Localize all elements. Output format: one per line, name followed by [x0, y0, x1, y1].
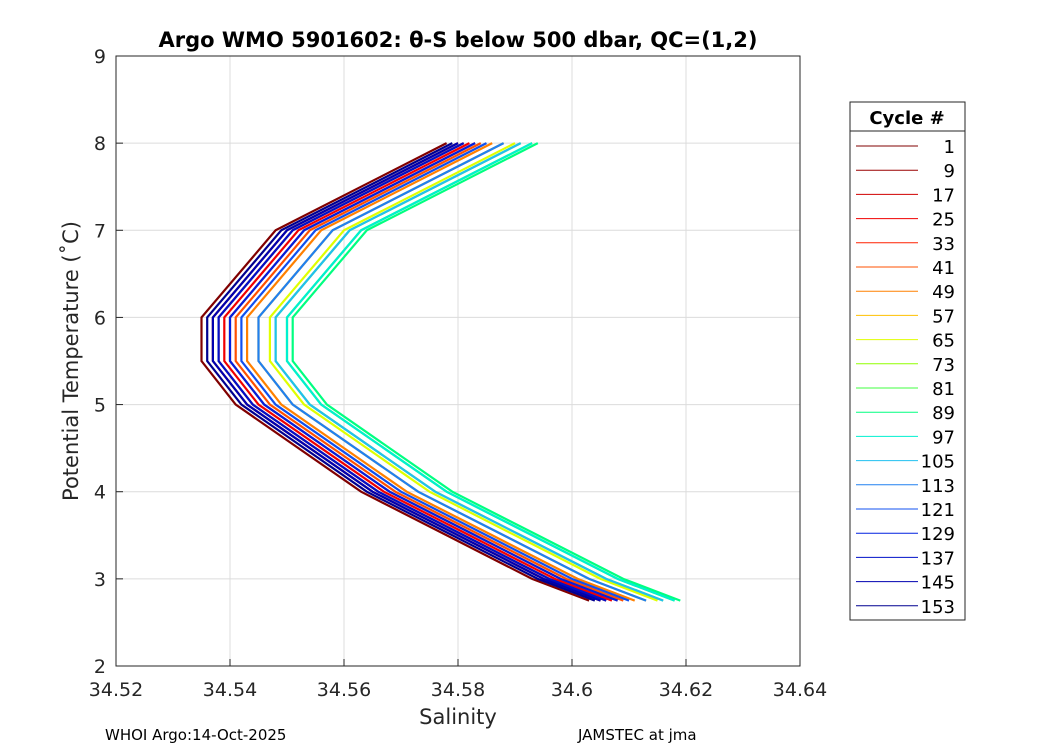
x-tick-label: 34.64	[773, 679, 827, 701]
series-line-cycle-41	[234, 142, 624, 602]
series-line-cycle-65	[268, 142, 658, 602]
series-line-cycle-17	[217, 142, 607, 602]
footer-left: WHOI Argo:14-Oct-2025	[105, 726, 287, 744]
ticks: 34.52 34.54 34.56 34.58 34.6 34.62 34.64 2 3 4 5 6 7…	[89, 46, 827, 701]
series-line-cycle-153	[206, 142, 596, 602]
y-tick-label: 5	[94, 395, 106, 417]
series-line-cycle-105	[274, 142, 664, 602]
legend: Cycle # 1 9 17 25 33 41 49 57 65 73 81 89 97 105 113 12…	[849, 101, 966, 621]
y-tick-label: 6	[94, 307, 106, 329]
series-line-cycle-145	[211, 142, 601, 602]
series-line-cycle-9	[211, 142, 601, 602]
series-line-cycle-113	[257, 142, 647, 602]
series-line-cycle-89	[291, 142, 681, 602]
legend-label-137: 137	[921, 548, 955, 569]
legend-label-81: 81	[932, 379, 955, 400]
y-axis-label: Potential Temperature (˚C)	[59, 221, 83, 501]
y-tick-label: 9	[94, 46, 106, 68]
series-line-cycle-49	[246, 142, 636, 602]
x-tick-label: 34.56	[317, 679, 371, 701]
series-line-cycle-1	[200, 142, 590, 602]
y-tick-label: 4	[94, 482, 106, 504]
x-tick-label: 34.6	[551, 679, 593, 701]
legend-label-1: 1	[944, 137, 955, 158]
y-tick-label: 3	[94, 569, 106, 591]
legend-label-25: 25	[932, 210, 955, 231]
series-line-cycle-129	[228, 142, 618, 602]
series-line-cycle-97	[285, 142, 675, 602]
legend-label-49: 49	[932, 282, 955, 303]
x-axis-label: Salinity	[419, 705, 497, 729]
legend-label-17: 17	[932, 185, 955, 206]
legend-label-145: 145	[921, 573, 955, 594]
legend-label-73: 73	[932, 355, 955, 376]
series-line-cycle-137	[217, 142, 607, 602]
y-tick-label: 7	[94, 220, 106, 242]
legend-label-41: 41	[932, 258, 955, 279]
legend-label-153: 153	[921, 597, 955, 618]
legend-label-89: 89	[932, 403, 955, 424]
legend-title: Cycle #	[869, 108, 944, 129]
x-tick-label: 34.52	[89, 679, 143, 701]
legend-label-121: 121	[921, 500, 955, 521]
x-tick-label: 34.62	[659, 679, 713, 701]
series-line-cycle-25	[223, 142, 613, 602]
legend-label-113: 113	[921, 476, 955, 497]
footer-right: JAMSTEC at jma	[578, 726, 697, 744]
y-tick-label: 2	[94, 656, 106, 678]
series-line-cycle-121	[240, 142, 630, 602]
legend-label-105: 105	[921, 452, 955, 473]
series-lines	[200, 142, 681, 602]
legend-label-129: 129	[921, 524, 955, 545]
legend-label-97: 97	[932, 427, 955, 448]
series-line-cycle-33	[228, 142, 618, 602]
x-tick-label: 34.54	[203, 679, 257, 701]
y-tick-label: 8	[94, 133, 106, 155]
chart-title: Argo WMO 5901602: θ-S below 500 dbar, QC…	[159, 28, 758, 52]
legend-label-33: 33	[932, 234, 955, 255]
legend-label-9: 9	[944, 161, 955, 182]
legend-label-57: 57	[932, 306, 955, 327]
legend-label-65: 65	[932, 331, 955, 352]
x-tick-label: 34.58	[431, 679, 485, 701]
